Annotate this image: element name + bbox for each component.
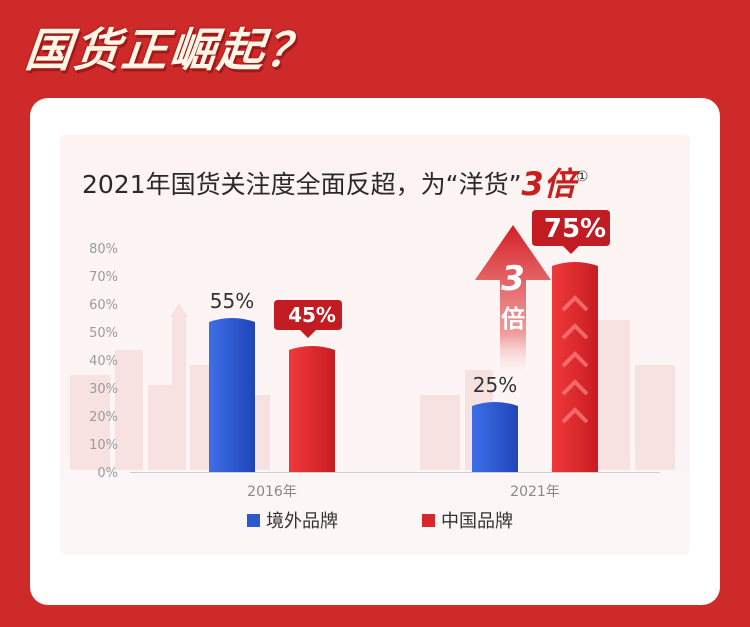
- y-axis: 0% 10% 20% 30% 40% 50% 60% 70% 80%: [89, 242, 660, 481]
- legend-swatch: [422, 514, 435, 527]
- y-tick-label: 30%: [89, 382, 118, 397]
- data-label: 45%: [288, 303, 336, 327]
- y-tick-label: 60%: [89, 298, 118, 313]
- headline-emphasis: 3倍: [521, 165, 576, 203]
- y-tick-label: 40%: [89, 354, 118, 369]
- y-tick-label: 50%: [89, 326, 118, 341]
- legend-swatch: [247, 514, 260, 527]
- growth-arrow: 3 倍: [475, 225, 551, 370]
- banner-title: 国货正崛起？: [22, 23, 317, 77]
- bar-foreign: [472, 402, 518, 472]
- bar-chevron: [561, 323, 589, 340]
- chart-panel: 0% 10% 20% 30% 40% 50% 60% 70% 80% 55% 25% 45% 75% …: [60, 135, 690, 555]
- growth-arrow-shape: [475, 225, 551, 370]
- data-label: 25%: [473, 373, 517, 397]
- bar-domestic: [552, 262, 598, 472]
- headline-text: 2021年国货关注度全面反超，为“洋货”: [82, 170, 522, 199]
- value-callout: [274, 300, 342, 338]
- y-tick-label: 80%: [89, 242, 118, 257]
- bar-chevron: [561, 351, 589, 368]
- x-axis-labels: 2016年 2021年: [247, 484, 560, 500]
- headline-footnote-mark: ①: [575, 169, 589, 185]
- legend-label: 境外品牌: [266, 511, 338, 532]
- bar-domestic: [289, 346, 335, 472]
- bar-chevron: [561, 407, 589, 424]
- y-tick-label: 10%: [89, 438, 118, 453]
- value-callout: [532, 210, 610, 254]
- x-tick-label: 2021年: [510, 484, 560, 500]
- y-tick-label: 20%: [89, 410, 118, 425]
- bar-chevron: [561, 379, 589, 396]
- legend: 境外品牌 中国品牌: [247, 511, 513, 532]
- data-label: 75%: [544, 214, 606, 244]
- x-tick-label: 2016年: [247, 484, 297, 500]
- data-label: 55%: [210, 289, 254, 313]
- chart-headline: 2021年国货关注度全面反超，为“洋货”3倍①: [82, 159, 588, 205]
- content-card: 0% 10% 20% 30% 40% 50% 60% 70% 80% 55% 25% 45% 75% …: [30, 98, 720, 605]
- bar-chart: 0%10%20%30%40%50%60%70%80% 55%25%45%75% …: [70, 210, 675, 532]
- bar-chevron: [561, 295, 589, 312]
- bar-foreign: [209, 318, 255, 472]
- growth-arrow-number: 3: [501, 259, 525, 299]
- y-tick-label: 70%: [89, 270, 118, 285]
- y-tick-label: 0%: [97, 466, 118, 481]
- growth-arrow-unit: 倍: [501, 305, 525, 333]
- bars-group: 55% 25% 45% 75%: [209, 210, 610, 472]
- legend-label: 中国品牌: [441, 511, 513, 532]
